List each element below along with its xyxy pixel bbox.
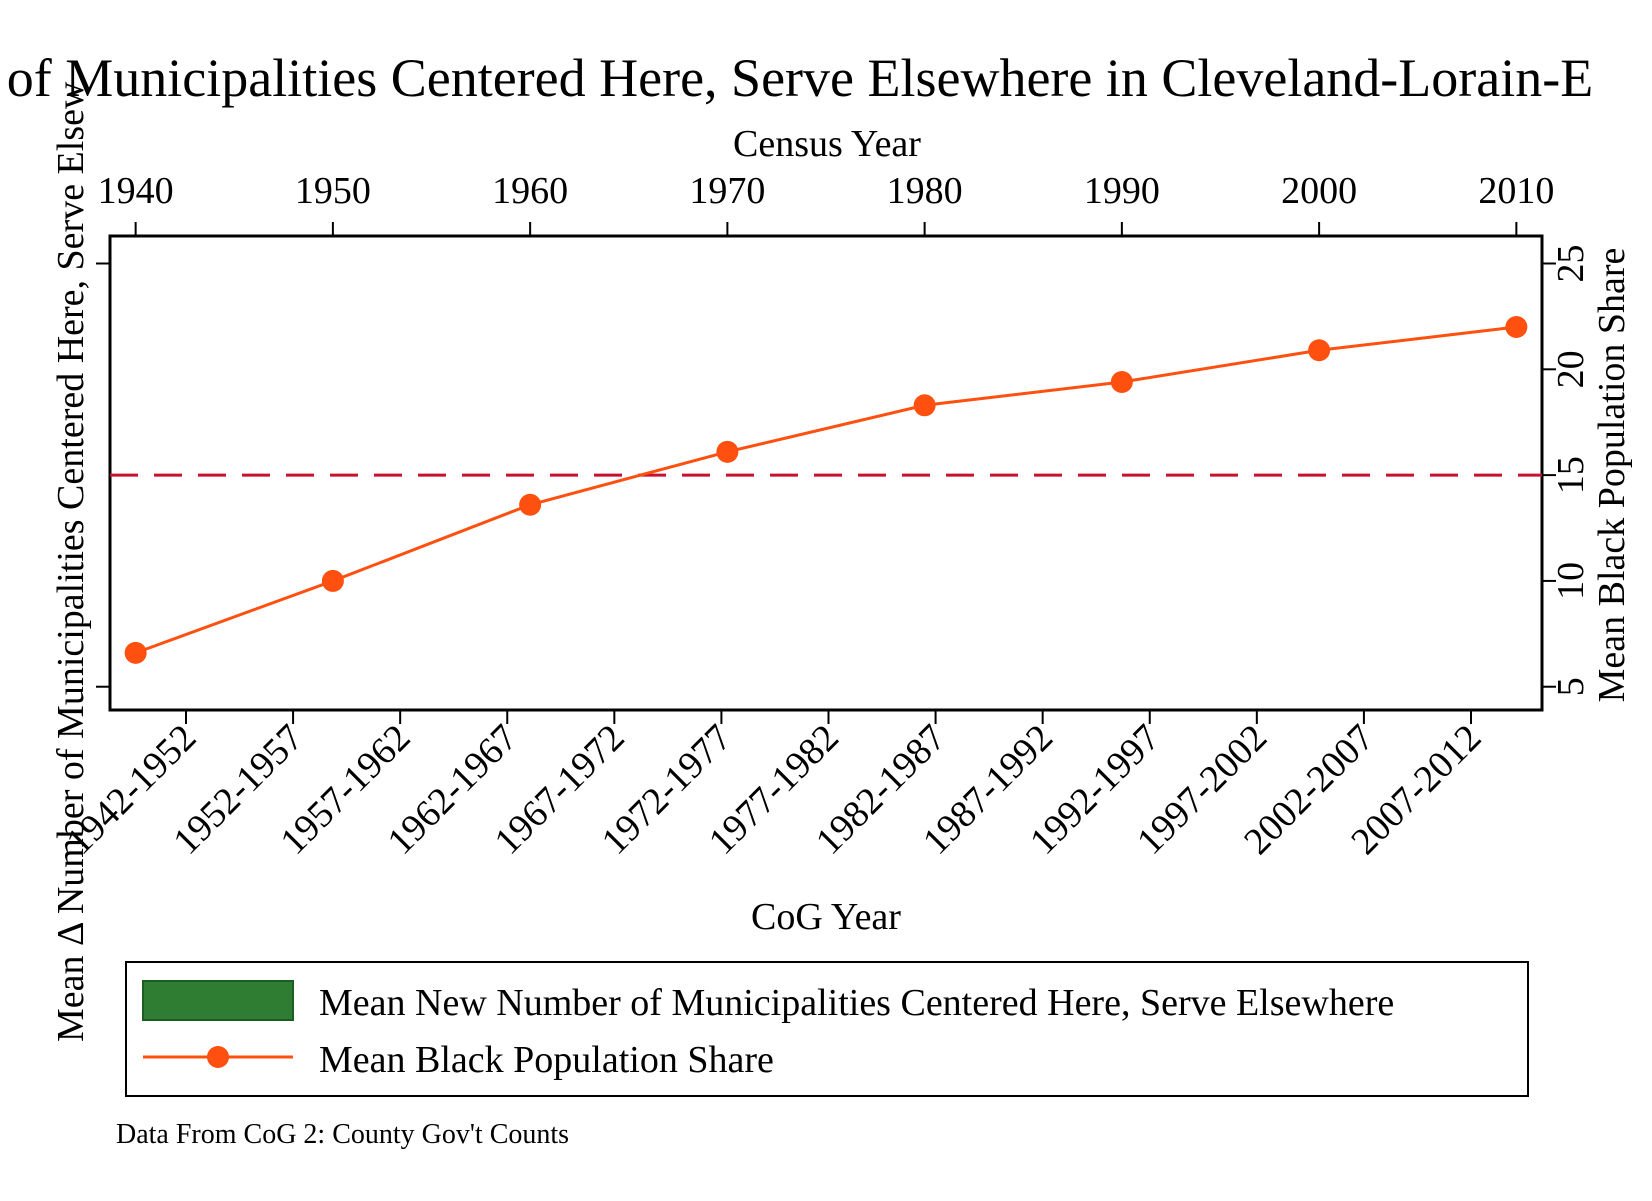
- series-marker: [1308, 339, 1331, 362]
- source-note: Data From CoG 2: County Gov't Counts: [116, 1119, 569, 1150]
- top-tick-label: 1960: [492, 170, 568, 212]
- series-marker: [519, 493, 542, 516]
- top-tick-label: 1950: [295, 170, 371, 212]
- series-marker: [1110, 371, 1133, 394]
- series-marker: [1505, 315, 1528, 338]
- legend-swatch-marker: [207, 1046, 229, 1068]
- bottom-axis-ticks: 1942-19521952-19571957-19621962-19671967…: [58, 710, 1489, 863]
- series-marker: [321, 569, 344, 592]
- left-axis-ticks: [96, 262, 110, 688]
- top-tick-label: 1980: [887, 170, 963, 212]
- top-tick-label: 1970: [689, 170, 765, 212]
- series-marker: [124, 641, 147, 664]
- right-tick-label: 5: [1550, 677, 1592, 696]
- top-axis-label: Census Year: [733, 123, 921, 165]
- legend-swatch-bar: [142, 980, 294, 1021]
- series-line: [135, 325, 1517, 655]
- right-tick-label: 10: [1550, 562, 1592, 600]
- right-tick-label: 25: [1550, 245, 1592, 283]
- left-axis-label: Mean Δ Number of Municipalities Centered…: [50, 81, 92, 1042]
- legend-label-line: Mean Black Population Share: [319, 1039, 774, 1081]
- plot-area: [108, 234, 1544, 712]
- legend-box: [125, 961, 1529, 1097]
- chart-title: of Municipalities Centered Here, Serve E…: [7, 48, 1593, 108]
- series-marker: [913, 394, 936, 417]
- legend: Mean New Number of Municipalities Center…: [125, 961, 1529, 1097]
- top-axis-ticks: 1940 1950 1960 1970 1980 1990 2000 2010: [98, 170, 1554, 236]
- right-tick-label: 20: [1550, 350, 1592, 388]
- top-tick-label: 1990: [1084, 170, 1160, 212]
- legend-label-bar: Mean New Number of Municipalities Center…: [319, 982, 1394, 1024]
- right-axis-label: Mean Black Population Share: [1591, 248, 1633, 703]
- series-marker: [716, 440, 739, 463]
- series-group: [124, 315, 1528, 664]
- top-tick-label: 2010: [1478, 170, 1554, 212]
- bottom-axis-label: CoG Year: [751, 896, 901, 938]
- top-tick-label: 1940: [98, 170, 174, 212]
- right-axis-ticks: 5 10 15 20 25: [1542, 245, 1592, 696]
- right-tick-label: 15: [1550, 456, 1592, 494]
- top-tick-label: 2000: [1281, 170, 1357, 212]
